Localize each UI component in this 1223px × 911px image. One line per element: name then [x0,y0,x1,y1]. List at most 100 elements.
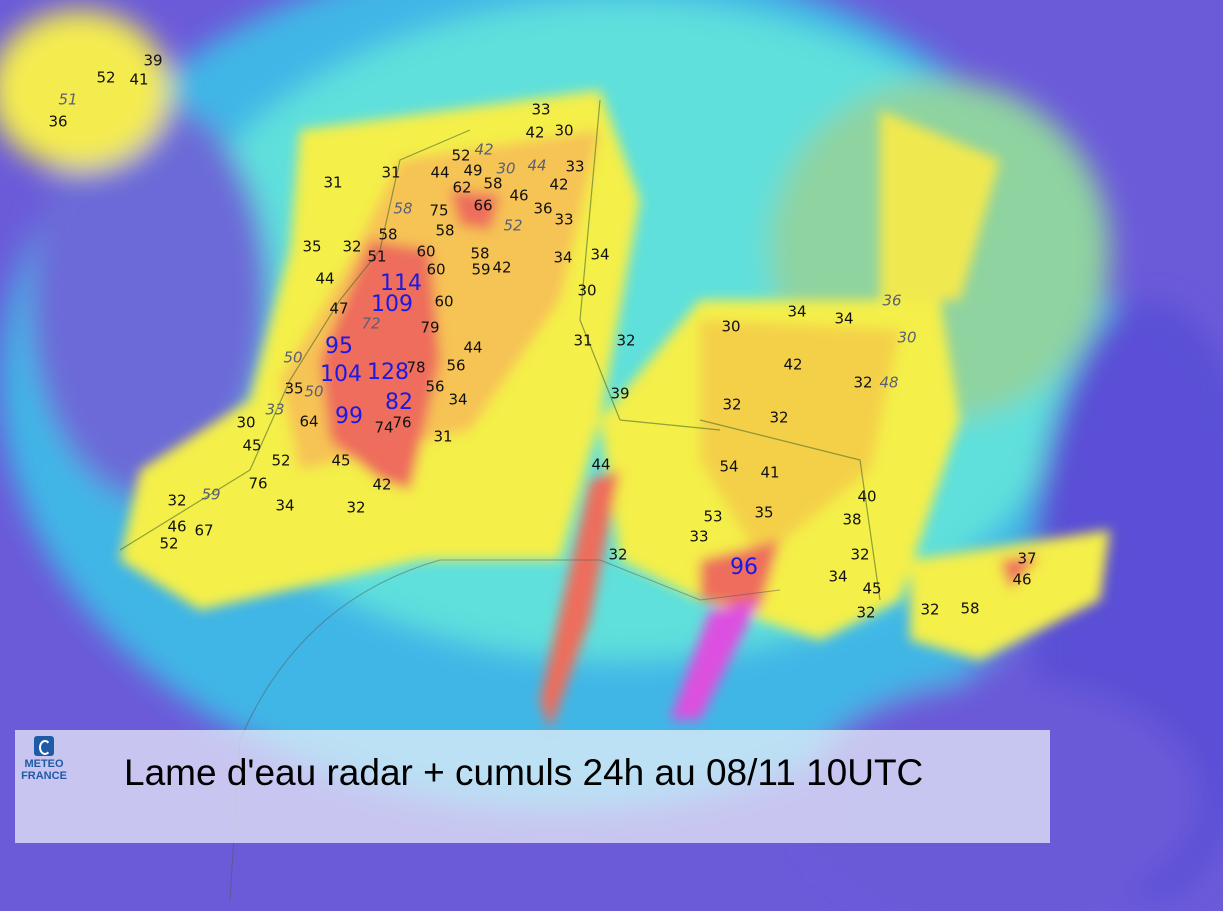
cumul-value-label: 32 [853,373,873,392]
cumul-value-label: 82 [385,390,413,415]
cumul-value-label: 34 [834,309,854,328]
cumul-value-label: 32 [920,600,940,619]
cumul-value-label: 45 [862,579,882,598]
cumul-value-label: 31 [573,331,593,350]
cumul-value-label: 34 [590,245,610,264]
cumul-value-label: 36 [48,112,68,131]
cumul-value-label: 96 [730,555,758,580]
cumul-value-label: 64 [299,412,319,431]
cumul-value-label: 32 [616,331,636,350]
cumul-value-label: 32 [722,395,742,414]
cumul-value-label: 58 [483,174,503,193]
cumul-value-label: 32 [342,237,362,256]
cumul-value-label: 32 [167,491,187,510]
cumul-value-label: 128 [367,360,409,385]
cumul-value-label: 30 [496,159,516,178]
cumul-value-label: 33 [565,157,585,176]
cumul-value-label: 49 [463,161,483,180]
cumul-value-label: 48 [879,373,899,392]
logo-line1: METEO [24,758,64,770]
cumul-value-label: 45 [331,451,351,470]
cumul-value-label: 60 [434,292,454,311]
cumul-value-label: 53 [703,507,723,526]
meteo-france-logo: METEO FRANCE [19,736,69,782]
cumul-value-label: 44 [591,455,611,474]
cumul-value-label: 109 [371,292,413,317]
cumul-value-label: 79 [420,318,440,337]
cumul-value-label: 66 [473,196,493,215]
cumul-value-label: 33 [531,100,551,119]
logo-line2: FRANCE [21,770,67,782]
map-title: Lame d'eau radar + cumuls 24h au 08/11 1… [124,752,924,793]
cumul-value-label: 31 [323,173,343,192]
cumul-value-label: 47 [329,299,349,318]
cumul-value-label: 52 [159,534,179,553]
cumul-value-label: 42 [372,475,392,494]
cumul-value-label: 33 [689,527,709,546]
cumul-value-label: 60 [426,260,446,279]
cumul-value-label: 32 [856,603,876,622]
cumul-value-label: 40 [857,487,877,506]
cumul-value-label: 56 [425,377,445,396]
cumul-value-label: 35 [754,503,774,522]
cumul-value-label: 58 [470,244,490,263]
cumul-value-label: 51 [367,247,387,266]
cumul-value-label: 33 [265,400,285,419]
cumul-value-label: 52 [271,451,291,470]
cumul-value-label: 95 [325,334,353,359]
cumul-value-label: 35 [302,237,322,256]
cumul-value-label: 99 [335,404,363,429]
cumul-value-label: 32 [346,498,366,517]
cumul-value-label: 46 [509,186,529,205]
meteo-france-logo-icon [34,736,54,756]
cumul-value-label: 60 [416,242,436,261]
cumul-value-label: 59 [471,260,491,279]
cumul-value-label: 44 [463,338,483,357]
title-banner: METEO FRANCE Lame d'eau radar + cumuls 2… [15,730,1050,843]
cumul-value-label: 30 [236,413,256,432]
cumul-value-label: 58 [393,199,413,218]
cumul-value-label: 58 [378,225,398,244]
cumul-value-label: 44 [527,156,547,175]
cumul-value-label: 30 [554,121,574,140]
cumul-value-label: 56 [446,356,466,375]
cumul-value-label: 30 [577,281,597,300]
cumul-value-label: 32 [769,408,789,427]
cumul-value-label: 44 [430,163,450,182]
cumul-value-label: 42 [549,175,569,194]
cumul-value-label: 46 [167,517,187,536]
cumul-value-label: 42 [474,140,494,159]
cumul-value-label: 50 [304,382,324,401]
cumul-value-label: 104 [320,362,362,387]
cumul-value-label: 78 [406,358,426,377]
cumul-value-label: 72 [361,314,381,333]
cumul-value-label: 36 [533,199,553,218]
cumul-value-label: 52 [503,216,523,235]
cumul-value-label: 39 [610,384,630,403]
cumul-value-label: 52 [451,146,471,165]
cumul-value-label: 37 [1017,549,1037,568]
cumul-value-label: 76 [248,474,268,493]
cumul-value-label: 75 [429,201,449,220]
cumul-value-label: 34 [275,496,295,515]
cumul-value-label: 34 [828,567,848,586]
cumul-value-label: 42 [525,123,545,142]
cumul-value-label: 54 [719,457,739,476]
cumul-value-label: 36 [882,291,902,310]
cumul-value-label: 39 [143,51,163,70]
cumul-value-label: 38 [842,510,862,529]
cumul-value-label: 35 [284,379,304,398]
cumul-value-label: 58 [435,221,455,240]
cumul-value-label: 62 [452,178,472,197]
cumul-value-label: 52 [96,68,116,87]
cumul-value-label: 34 [553,248,573,267]
cumul-value-label: 34 [787,302,807,321]
cumul-value-label: 41 [760,463,780,482]
cumul-value-label: 30 [721,317,741,336]
cumul-value-label: 42 [492,258,512,277]
cumul-value-label: 32 [608,545,628,564]
cumul-value-label: 74 [374,418,394,437]
cumul-value-label: 41 [129,70,149,89]
cumul-value-label: 50 [283,348,303,367]
